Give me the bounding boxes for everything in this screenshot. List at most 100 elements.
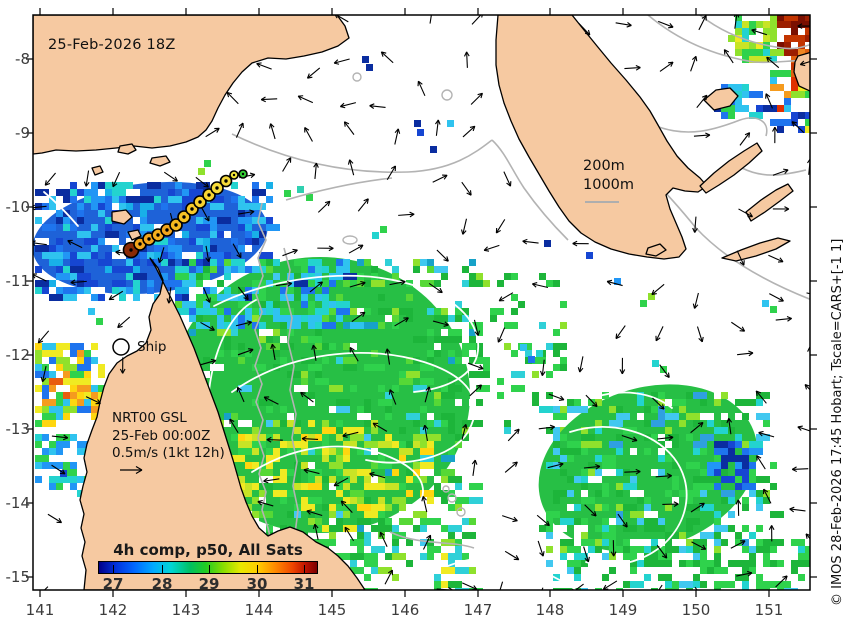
current-arrow [348,244,364,254]
land-polygon [745,183,794,222]
current-arrow [538,424,556,431]
current-arrow [460,218,468,235]
current-arrow [83,170,90,187]
current-arrow [263,396,279,405]
current-arrow [736,570,753,577]
current-arrow [112,171,121,188]
current-arrow [690,421,704,434]
current-arrow [301,435,319,442]
current-arrow [417,80,426,97]
x-tick-label: 146 [390,601,420,619]
current-arrow [384,569,393,585]
current-arrow [812,193,821,206]
current-arrow [342,431,359,438]
current-arrow [690,502,705,513]
current-arrow [205,127,220,138]
current-arrow [768,254,784,263]
current-arrow [497,327,506,343]
current-arrow [658,584,663,590]
colorbar-tick [257,565,258,574]
current-arrow [814,248,830,253]
land-polygon [703,87,739,111]
current-arrow [690,55,698,72]
current-arrow [502,515,518,523]
current-vectors [33,15,830,590]
current-arrow [461,181,472,196]
vector-key: NRT00 GSL 25-Feb 00:00Z 0.5m/s (1kt 12h) [112,410,225,463]
y-tick-label: -8 [15,50,30,68]
current-arrow [775,575,788,588]
current-arrow [394,317,409,327]
x-tick-label: 151 [754,601,784,619]
current-arrow [266,436,283,443]
current-arrow [536,514,550,527]
current-arrow [200,358,217,366]
current-arrow [424,386,431,403]
current-arrow [236,386,245,403]
current-arrow [469,384,483,397]
current-arrow [503,171,512,187]
y-tick-label: -14 [5,494,31,512]
current-arrow [205,245,211,263]
current-arrow [237,286,249,301]
current-arrow [67,239,83,249]
current-arrow [584,504,597,517]
colorbar [98,561,318,574]
current-arrow [47,513,63,524]
current-arrow [119,357,126,374]
x-tick-label: 145 [317,601,347,619]
colorbar-tick-label: 30 [246,575,268,593]
current-arrow [657,434,674,441]
current-arrow [610,540,617,557]
current-arrow [769,293,784,302]
land-polygon [645,243,667,257]
current-arrow [226,91,239,105]
current-arrow [237,348,254,356]
current-arrow [229,418,239,434]
land-polygon [793,51,810,92]
current-arrow [436,249,449,262]
ship-marker [112,338,130,356]
current-arrow [755,390,767,404]
current-arrow [333,477,349,487]
current-arrow [621,434,638,442]
current-arrow [304,127,313,142]
current-arrow [432,320,449,327]
current-arrow [772,126,778,144]
x-tick-label: 149 [608,601,638,619]
current-arrow [313,162,319,180]
current-arrow [195,176,209,188]
current-arrow [471,459,478,476]
current-arrow [386,165,397,181]
current-arrow [257,499,274,507]
current-arrow [696,94,708,109]
current-arrow [698,15,707,31]
colorbar-tick-label: 28 [151,575,173,593]
current-arrow [751,28,768,36]
current-arrow [739,132,751,146]
current-arrow [44,172,56,186]
current-arrow [522,238,539,245]
current-arrow [606,279,623,287]
colorbar-tick [304,565,305,574]
current-arrow [692,216,698,233]
current-arrow [765,93,773,109]
current-arrow [347,159,355,176]
current-arrow [791,466,809,473]
current-arrow [357,198,369,212]
current-arrow [619,357,626,375]
current-arrow [282,157,292,172]
current-arrow [758,430,775,438]
current-arrow [232,243,242,259]
current-arrow [398,211,415,218]
current-arrow [577,356,584,373]
current-arrow [343,121,355,135]
current-arrow [422,534,432,550]
current-arrow [203,287,211,303]
current-arrow [507,428,520,442]
current-arrow [763,488,772,504]
current-arrow [422,424,429,442]
current-arrow [344,526,355,542]
current-arrow [655,473,672,479]
